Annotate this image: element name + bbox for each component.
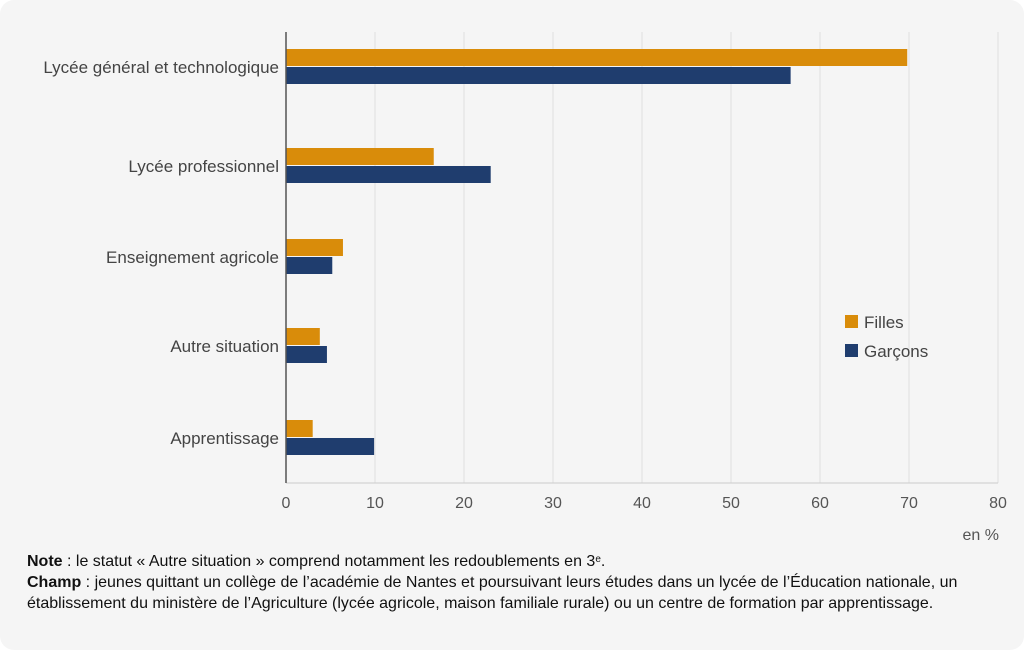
champ-line: Champ : jeunes quittant un collège de l’… <box>27 572 1012 614</box>
x-tick-labels: 0 10 20 30 40 50 60 70 80 <box>282 495 1007 512</box>
category-label-1: Lycée professionnel <box>128 157 279 176</box>
legend-swatch-1 <box>845 344 858 357</box>
bar-garons-3 <box>286 346 327 363</box>
note-label: Note <box>27 553 63 570</box>
bar-garons-4 <box>286 438 375 455</box>
x-tick-20: 20 <box>455 495 473 512</box>
note-superscript: e <box>595 554 601 565</box>
x-tick-30: 30 <box>544 495 562 512</box>
x-tick-40: 40 <box>633 495 651 512</box>
x-tick-80: 80 <box>989 495 1007 512</box>
champ-label: Champ <box>27 574 82 591</box>
footnotes: Note : le statut « Autre situation » com… <box>27 551 1012 614</box>
grid-lines <box>286 32 999 484</box>
x-tick-50: 50 <box>722 495 740 512</box>
category-label-0: Lycée général et technologique <box>43 58 279 77</box>
category-label-2: Enseignement agricole <box>106 248 279 267</box>
bar-filles-1 <box>286 148 434 165</box>
note-text: : le statut « Autre situation » comprend… <box>62 553 596 570</box>
champ-text: : jeunes quittant un collège de l’académ… <box>27 574 958 612</box>
bar-filles-3 <box>286 328 320 345</box>
bar-filles-2 <box>286 239 343 256</box>
bar-garons-0 <box>286 67 791 84</box>
bar-garons-1 <box>286 166 491 183</box>
x-tick-70: 70 <box>900 495 918 512</box>
bar-filles-0 <box>286 49 908 66</box>
bar-chart: Lycée général et technologique Lycée prof… <box>43 32 1007 544</box>
category-label-4: Apprentissage <box>170 429 279 448</box>
legend-label-0: Filles <box>864 313 904 332</box>
note-line: Note : le statut « Autre situation » com… <box>27 551 1012 572</box>
bar-garons-2 <box>286 257 333 274</box>
legend-label-1: Garçons <box>864 342 928 361</box>
unit-label: en % <box>963 527 999 544</box>
x-tick-10: 10 <box>366 495 384 512</box>
x-tick-60: 60 <box>811 495 829 512</box>
x-tick-0: 0 <box>282 495 291 512</box>
bar-filles-4 <box>286 420 313 437</box>
category-labels: Lycée général et technologique Lycée prof… <box>43 58 279 448</box>
legend: Filles Garçons <box>845 313 928 361</box>
note-text-end: . <box>600 553 606 570</box>
category-label-3: Autre situation <box>170 337 279 356</box>
bars <box>286 49 908 455</box>
legend-swatch-0 <box>845 315 858 328</box>
